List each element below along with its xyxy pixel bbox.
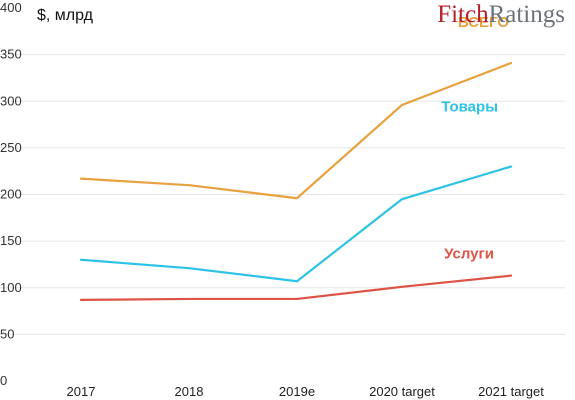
- series-labels: ВСЕГО Товары Услуги: [441, 14, 509, 263]
- y-tick-label: 200: [0, 187, 22, 202]
- x-axis-ticks: 2017 2018 2019e 2020 target 2021 target: [67, 384, 545, 399]
- logo-ratings: Ratings: [489, 1, 565, 28]
- fitch-ratings-logo: FitchRatings: [437, 1, 565, 28]
- y-tick-label: 0: [0, 373, 7, 388]
- series-label: Товары: [441, 99, 498, 116]
- x-tick-label: 2020 target: [369, 384, 435, 399]
- y-tick-label: 100: [0, 280, 22, 295]
- y-tick-label: 350: [0, 47, 22, 62]
- series-line: [79, 165, 513, 283]
- gridlines: [0, 54, 565, 335]
- y-tick-label: 50: [0, 326, 14, 341]
- y-axis-label: $, млрд: [37, 7, 94, 24]
- x-tick-label: 2018: [175, 384, 204, 399]
- series-label: ВСЕГО: [458, 14, 509, 31]
- y-tick-label: 150: [0, 233, 22, 248]
- y-axis-ticks: 0 50 100 150 200 250 300 350 400: [0, 0, 22, 388]
- logo-fitch: Fitch: [437, 1, 489, 28]
- y-tick-label: 250: [0, 140, 22, 155]
- series-line: [79, 61, 513, 200]
- x-tick-label: 2019e: [279, 384, 315, 399]
- y-tick-label: 400: [0, 0, 22, 15]
- x-tick-label: 2021 target: [478, 384, 544, 399]
- x-tick-label: 2017: [67, 384, 96, 399]
- series-label: Услуги: [444, 246, 494, 263]
- y-tick-label: 300: [0, 93, 22, 108]
- series-lines: [79, 61, 513, 301]
